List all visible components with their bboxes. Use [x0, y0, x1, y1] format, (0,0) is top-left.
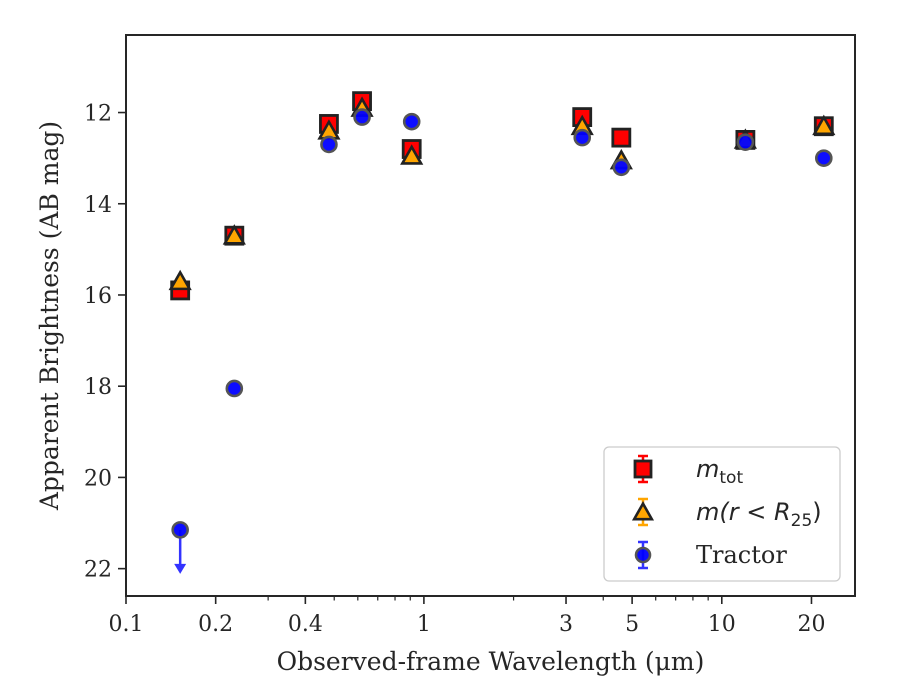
tractor-point — [573, 128, 592, 147]
legend-mtot-marker — [633, 459, 653, 479]
y-tick-label: 14 — [84, 193, 112, 218]
x-axis-label: Observed-frame Wavelength (μm) — [277, 647, 705, 676]
axis-ticks: 0.1 0.2 0.4 1 3 5 10 20 12 14 16 18 20 22 — [84, 102, 825, 637]
x-tick-label: 20 — [797, 612, 825, 637]
y-tick-label: 18 — [84, 375, 112, 400]
legend-label-main: m(r < R — [696, 498, 791, 526]
y-tick-label: 22 — [84, 558, 112, 583]
legend-label-tail: ) — [812, 498, 821, 526]
x-tick-label: 0.1 — [109, 612, 144, 637]
x-tick-label: 5 — [625, 612, 639, 637]
tractor-point — [736, 133, 755, 151]
legend-mr25-marker — [631, 500, 655, 521]
mtot-series — [170, 91, 834, 301]
tractor-point — [612, 158, 631, 177]
mr25-point — [812, 114, 836, 136]
mtot-point — [611, 127, 632, 148]
tractor-point — [171, 521, 189, 539]
legend-label-main: Tractor — [696, 541, 787, 569]
x-tick-label: 0.2 — [198, 612, 233, 637]
tractor-series — [171, 108, 833, 574]
tractor-point — [353, 108, 371, 126]
y-tick-label: 12 — [84, 102, 112, 127]
tractor-point — [814, 149, 833, 167]
legend-mtot-label: mtot — [696, 455, 743, 488]
legend-tractor-marker — [634, 546, 652, 564]
legend-label-main: m — [696, 455, 719, 483]
plot-frame — [125, 34, 856, 597]
legend-label-subscript: 25 — [791, 511, 813, 531]
data-markers — [168, 91, 836, 574]
tractor-point — [402, 112, 421, 131]
x-tick-label: 0.4 — [288, 612, 323, 637]
legend-mr25-label: m(r < R25) — [696, 498, 822, 531]
legend-box — [603, 446, 841, 582]
mr25-point — [222, 224, 246, 245]
y-axis-label: Apparent Brightness (AB mag) — [35, 121, 64, 511]
x-tick-label: 10 — [708, 612, 736, 637]
legend-tractor-label: Tractor — [696, 541, 787, 569]
tractor-point — [320, 135, 338, 154]
mr25-series — [168, 96, 836, 291]
mr25-point — [168, 269, 192, 291]
legend: mtot m(r < R25) Tractor — [603, 446, 841, 582]
x-tick-label: 3 — [559, 612, 573, 637]
legend-label-subscript: tot — [719, 468, 743, 488]
x-tick-label: 1 — [417, 612, 431, 637]
y-tick-label: 20 — [84, 466, 112, 491]
mr25-point — [400, 144, 424, 165]
tractor-point — [225, 379, 244, 398]
upper-limit-arrow-head — [174, 563, 187, 574]
y-tick-label: 16 — [84, 284, 112, 309]
